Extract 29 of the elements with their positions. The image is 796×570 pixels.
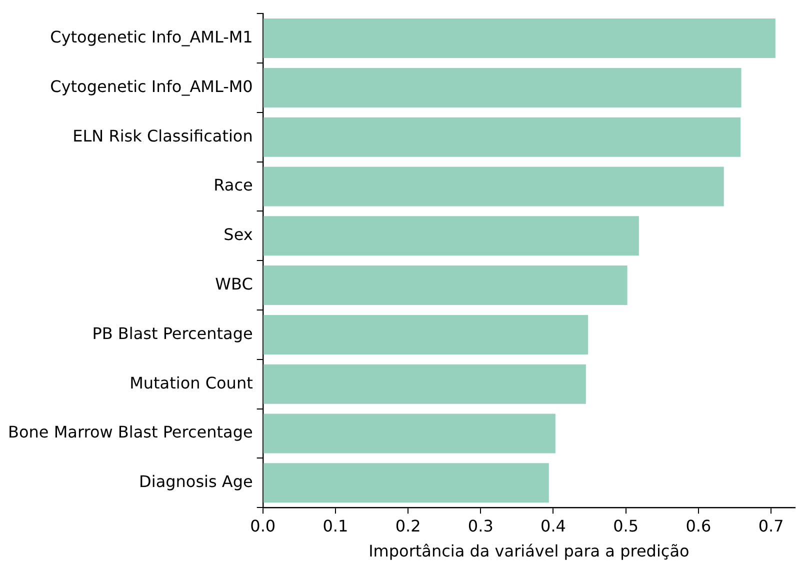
bar (263, 314, 588, 354)
x-tick-label: 0.3 (468, 516, 494, 536)
x-tick-label: 0.0 (250, 516, 276, 536)
x-tick-label: 0.1 (322, 516, 348, 536)
x-axis-title: Importância da variável para a predição (368, 542, 690, 561)
x-tick-label: 0.2 (395, 516, 421, 536)
x-tick-label: 0.7 (758, 516, 784, 536)
x-tick-label: 0.4 (540, 516, 566, 536)
y-tick-label: ELN Risk Classification (72, 126, 253, 146)
y-tick-label: Diagnosis Age (139, 472, 253, 492)
bar (263, 216, 639, 256)
y-tick-label: WBC (215, 274, 253, 294)
y-tick-label: Cytogenetic Info_AML-M0 (50, 76, 253, 96)
bar (263, 364, 586, 404)
bar (263, 18, 776, 58)
y-tick-label: Mutation Count (130, 373, 253, 392)
bar (263, 166, 724, 206)
x-tick-label: 0.5 (613, 516, 639, 536)
bar (263, 266, 628, 306)
x-tick-label: 0.6 (686, 516, 712, 536)
bar (263, 117, 741, 157)
y-tick-label: Sex (224, 225, 253, 244)
y-tick-label: Cytogenetic Info_AML-M1 (50, 27, 253, 46)
bar (263, 463, 549, 503)
bar (263, 68, 742, 108)
y-tick-label: Race (214, 176, 253, 195)
bar (263, 414, 556, 454)
y-tick-label: PB Blast Percentage (92, 324, 253, 343)
y-tick-label: Bone Marrow Blast Percentage (8, 422, 253, 442)
